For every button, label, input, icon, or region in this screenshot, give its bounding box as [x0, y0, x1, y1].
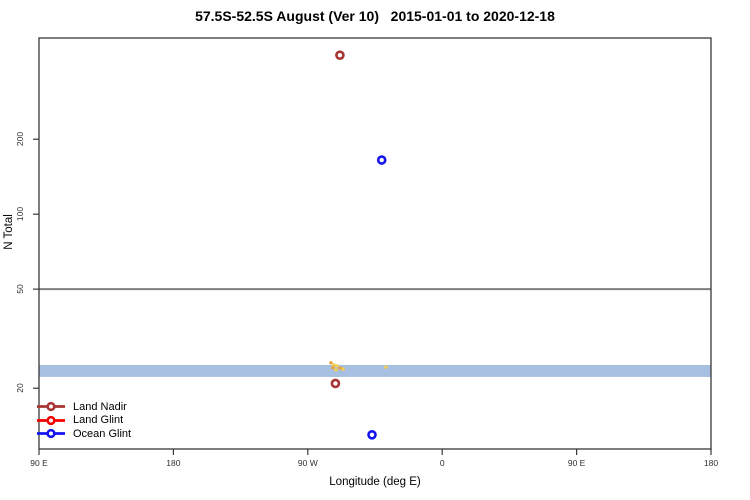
legend-item-ocean-glint: Ocean Glint [36, 427, 131, 441]
point-ocean-glint [376, 155, 387, 165]
x-axis-title: Longitude (deg E) [329, 476, 421, 488]
x-tick-label: 90 E [30, 458, 48, 468]
small-marker [334, 368, 338, 372]
small-marker [384, 365, 388, 369]
y-tick-label: 100 [15, 207, 25, 222]
y-axis-title: N Total [3, 214, 15, 250]
legend-label: Land Nadir [73, 400, 127, 413]
reference-band [39, 364, 711, 377]
legend-label: Ocean Glint [73, 427, 132, 440]
legend-symbol [37, 429, 65, 439]
small-marker [341, 367, 345, 371]
x-tick-label: 90 E [567, 458, 586, 468]
x-tick-label: 180 [703, 458, 719, 468]
legend-symbol [37, 402, 65, 412]
chart-title: 57.5S-52.5S August (Ver 10) 2015-01-01 t… [195, 8, 555, 24]
x-tick-label: 90 W [297, 458, 318, 468]
point-land-nadir [330, 378, 341, 389]
y-tick-label: 50 [15, 284, 25, 294]
x-tick-label: 180 [166, 458, 181, 468]
plot-box [38, 37, 712, 450]
small-marker [329, 361, 333, 365]
small-marker [338, 366, 342, 370]
x-tick-label: 0 [439, 458, 445, 468]
y-tick-label: 20 [15, 383, 25, 393]
small-marker [332, 363, 336, 367]
small-marker [335, 364, 339, 368]
legend: Land Nadir Land Glint Ocean Glint [36, 400, 131, 441]
point-land-nadir [335, 50, 345, 61]
legend-item-land-glint: Land Glint [36, 414, 131, 428]
point-ocean-glint [367, 429, 377, 440]
legend-symbol [37, 415, 65, 425]
small-marker [331, 365, 335, 370]
legend-item-land-nadir: Land Nadir [36, 400, 131, 414]
y-tick-label: 200 [15, 132, 25, 147]
legend-label: Land Glint [73, 414, 124, 427]
